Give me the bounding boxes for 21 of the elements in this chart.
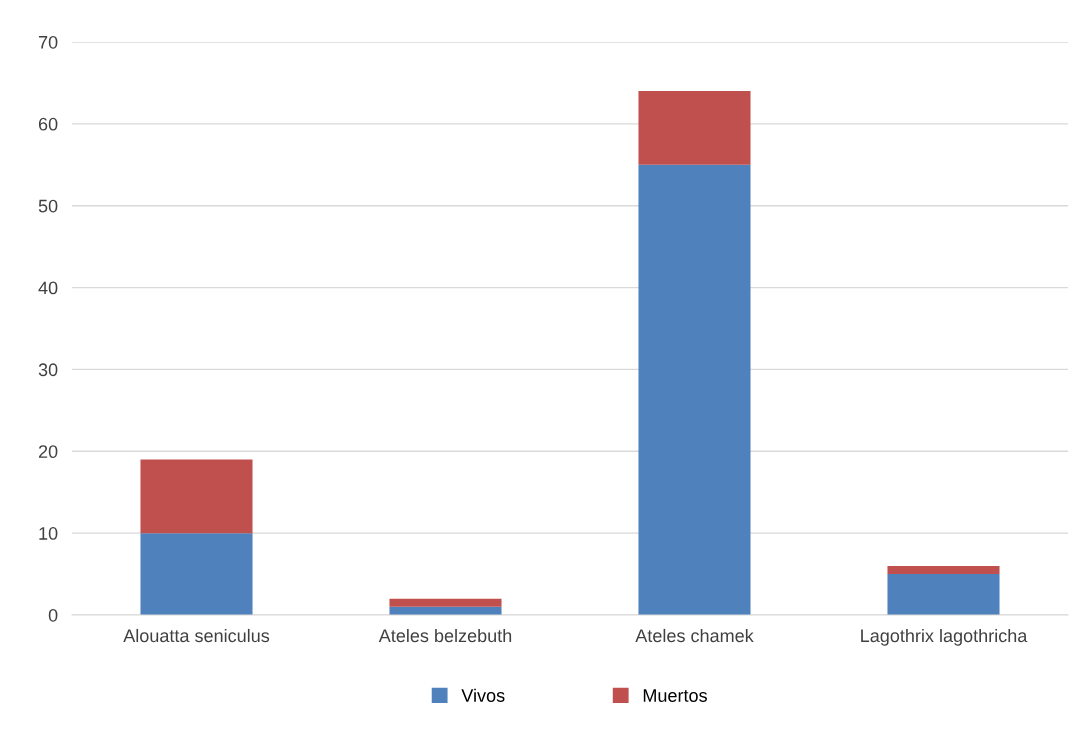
y-tick-label: 30 xyxy=(38,363,58,377)
legend-label: Vivos xyxy=(461,688,505,702)
bar xyxy=(887,565,1000,575)
y-tick-label: 20 xyxy=(38,445,58,459)
legend-label: Muertos xyxy=(643,689,707,702)
y-tick-label: 70 xyxy=(38,35,58,49)
y-tick-label: 60 xyxy=(38,117,58,131)
x-tick-label: Ateles belzebuth xyxy=(378,628,512,643)
bar xyxy=(389,598,502,607)
y-tick-label: 0 xyxy=(48,608,58,622)
y-tick-label: 40 xyxy=(38,281,58,295)
bar xyxy=(638,91,751,165)
bar xyxy=(140,533,253,615)
x-tick-label: Alouatta seniculus xyxy=(123,628,270,643)
y-tick-label: 10 xyxy=(39,527,58,540)
y-tick-label: 50 xyxy=(38,199,58,213)
x-tick-label: Lagothrix lagothricha xyxy=(861,628,1028,646)
bar xyxy=(140,459,253,534)
bar xyxy=(638,164,751,615)
x-tick-label: Ateles chamek xyxy=(635,628,754,643)
bar xyxy=(887,574,1000,615)
